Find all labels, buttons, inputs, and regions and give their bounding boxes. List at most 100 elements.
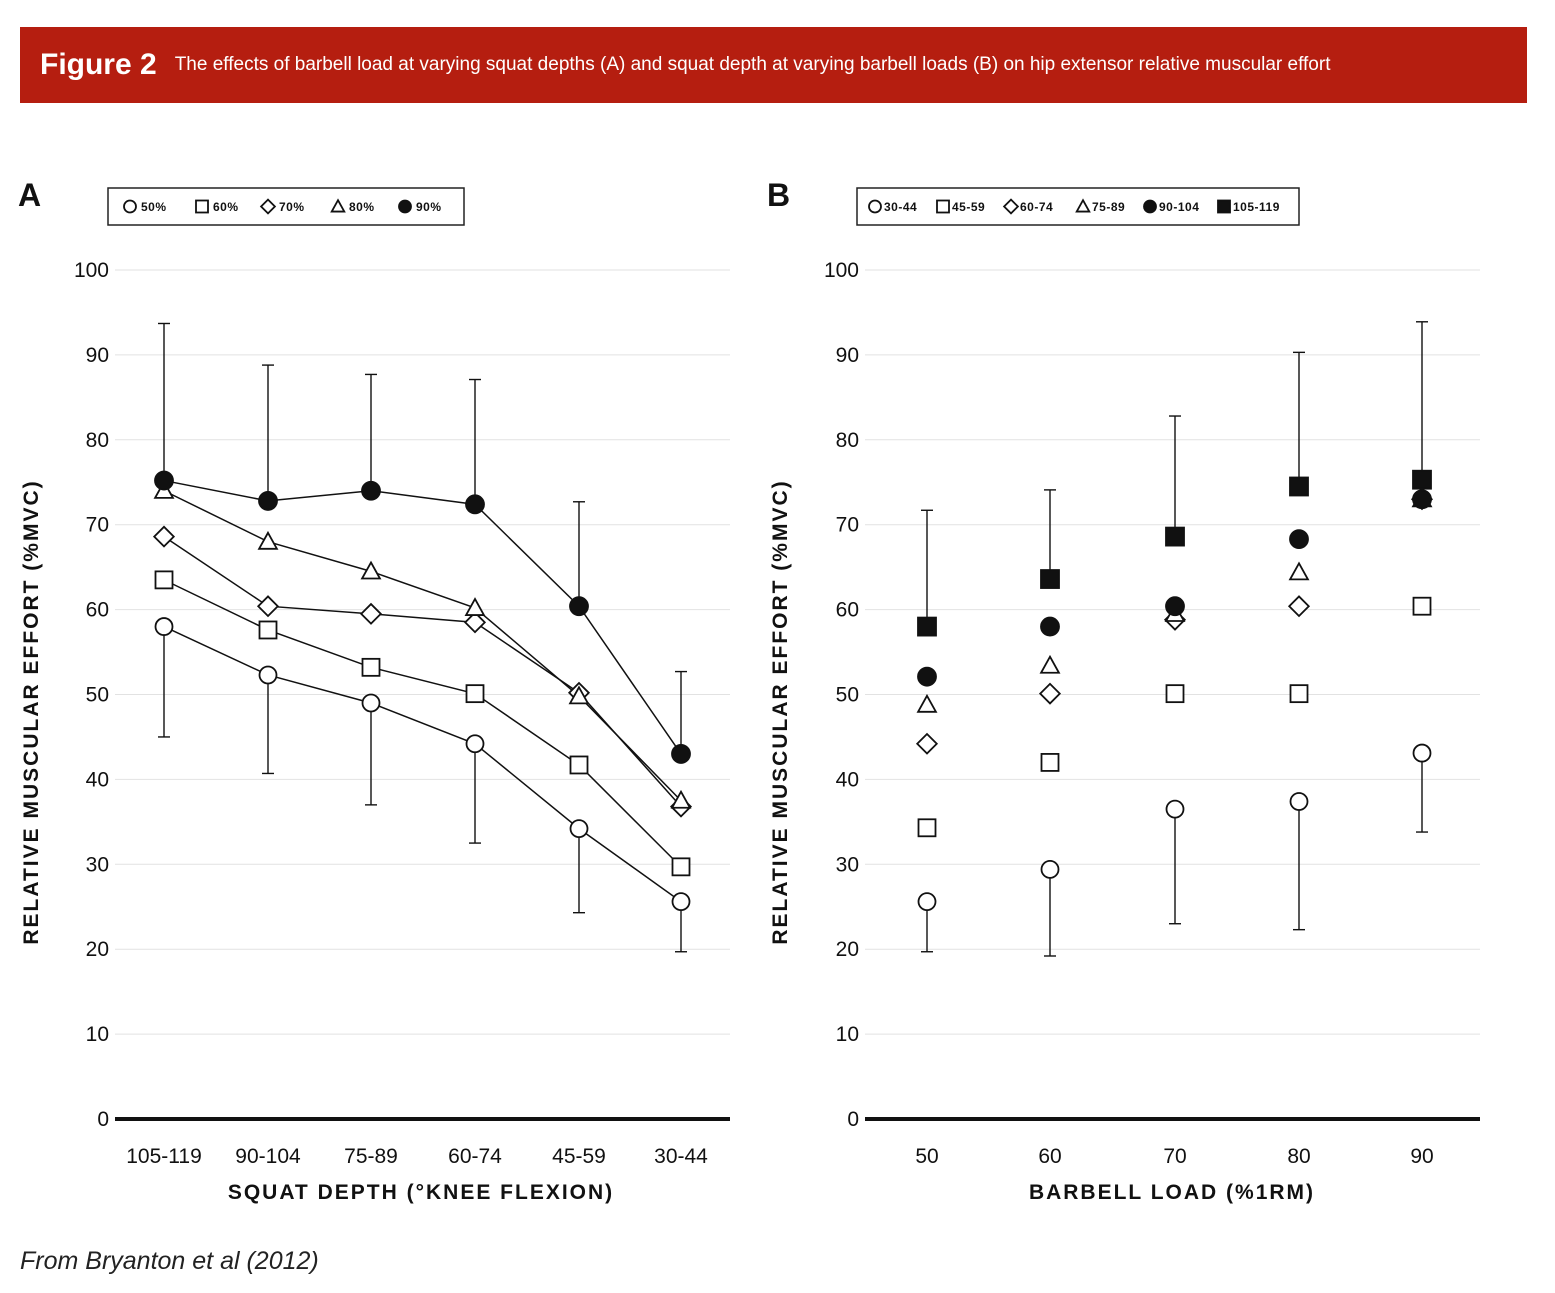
- data-point: [257, 530, 279, 550]
- series-line: [163, 490, 682, 802]
- series-90-: [154, 470, 691, 764]
- x-tick-label: 60-74: [448, 1145, 502, 1168]
- data-point: [152, 525, 176, 548]
- data-point: [1289, 476, 1309, 497]
- y-tick-label: 60: [86, 599, 109, 622]
- data-point: [258, 491, 278, 511]
- legend-marker: [330, 198, 346, 213]
- legend-marker: [259, 198, 277, 215]
- legend-label: 70%: [279, 200, 305, 214]
- legend-label: 60%: [213, 200, 239, 214]
- y-tick-label: 100: [74, 259, 109, 282]
- data-point: [917, 616, 937, 637]
- y-axis-title: RELATIVE MUSCULAR EFFORT (%MVC): [769, 479, 792, 944]
- series-45-59: [917, 596, 1432, 838]
- series-80-: [153, 479, 692, 809]
- figure-label: Figure 2: [40, 48, 157, 81]
- x-tick-label: 45-59: [552, 1145, 606, 1168]
- y-tick-label: 10: [86, 1023, 109, 1046]
- data-point: [465, 494, 485, 515]
- data-point: [154, 570, 174, 590]
- legend-marker: [1217, 199, 1231, 214]
- data-point: [1165, 596, 1185, 617]
- data-point: [463, 611, 487, 634]
- y-tick-label: 0: [97, 1108, 109, 1131]
- y-axis: 0 10 20 30 40 50 60 70 80 90 100: [74, 259, 730, 1131]
- error-bars: [158, 322, 687, 953]
- x-axis-title: BARBELL LOAD (%1RM): [1029, 1181, 1315, 1204]
- y-tick-label: 50: [836, 684, 859, 707]
- data-point: [1287, 595, 1311, 618]
- series-line: [163, 535, 682, 808]
- y-tick-label: 70: [836, 514, 859, 537]
- legend-label: 50%: [141, 200, 167, 214]
- x-tick-label: 90-104: [235, 1145, 301, 1168]
- y-axis: 0 10 20 30 40 50 60 70 80 90 100: [824, 259, 1480, 1131]
- series-50-: [154, 617, 691, 912]
- series-90-104: [917, 489, 1432, 687]
- data-point: [1288, 561, 1310, 581]
- data-point: [1412, 469, 1432, 490]
- legend-label: 30-44: [884, 200, 917, 214]
- y-tick-label: 20: [86, 938, 109, 961]
- y-tick-label: 100: [824, 259, 859, 282]
- data-point: [256, 595, 280, 618]
- data-point: [1412, 489, 1432, 510]
- legend-label: 90%: [416, 200, 442, 214]
- data-point: [464, 597, 486, 616]
- panel-label: B: [767, 177, 790, 213]
- series-line: [163, 579, 682, 868]
- data-point: [1040, 616, 1060, 637]
- data-point: [465, 734, 485, 754]
- x-tick-label: 60: [1038, 1145, 1061, 1168]
- y-tick-label: 60: [836, 599, 859, 622]
- data-point: [1165, 799, 1185, 819]
- data-point: [361, 480, 381, 501]
- y-tick-label: 80: [836, 429, 859, 452]
- legend: 50% 60% 70% 80% 90%: [107, 187, 465, 226]
- series-line: [163, 479, 682, 755]
- y-tick-label: 90: [836, 344, 859, 367]
- data-point: [1165, 526, 1185, 547]
- x-axis-title: SQUAT DEPTH (°KNEE FLEXION): [228, 1181, 614, 1204]
- y-tick-label: 10: [836, 1023, 859, 1046]
- data-point: [671, 744, 691, 764]
- error-bars: [921, 321, 1428, 957]
- data-point: [359, 602, 383, 625]
- data-point: [361, 657, 381, 677]
- series-line: [163, 625, 682, 903]
- y-tick-label: 30: [86, 853, 109, 876]
- data-point: [1289, 529, 1309, 550]
- y-tick-label: 50: [86, 684, 109, 707]
- data-point: [1289, 684, 1309, 704]
- data-point: [154, 617, 174, 636]
- series-60-: [154, 570, 691, 877]
- legend-label: 60-74: [1020, 200, 1053, 214]
- data-point: [568, 685, 590, 705]
- data-point: [917, 892, 937, 912]
- series-105-119: [917, 469, 1432, 637]
- data-point: [915, 732, 939, 755]
- figure-caption: The effects of barbell load at varying s…: [174, 54, 1331, 75]
- legend-marker: [123, 199, 137, 214]
- legend-marker: [1002, 198, 1020, 215]
- x-tick-label: 75-89: [344, 1145, 398, 1168]
- legend-marker: [1075, 198, 1091, 213]
- data-point: [569, 755, 589, 775]
- legend-label: 75-89: [1092, 200, 1125, 214]
- data-point: [569, 596, 589, 617]
- data-point: [917, 818, 937, 838]
- data-point: [258, 665, 278, 685]
- x-tick-label: 80: [1287, 1145, 1310, 1168]
- legend-marker: [936, 199, 950, 214]
- y-tick-label: 80: [86, 429, 109, 452]
- data-point: [1165, 684, 1185, 704]
- legend-marker: [1143, 199, 1157, 214]
- x-tick-label: 30-44: [654, 1145, 708, 1168]
- data-point: [1040, 753, 1060, 772]
- x-tick-label: 105-119: [126, 1145, 202, 1168]
- figure-banner: Figure 2 The effects of barbell load at …: [20, 27, 1527, 103]
- data-point: [917, 666, 937, 687]
- data-point: [1038, 682, 1062, 705]
